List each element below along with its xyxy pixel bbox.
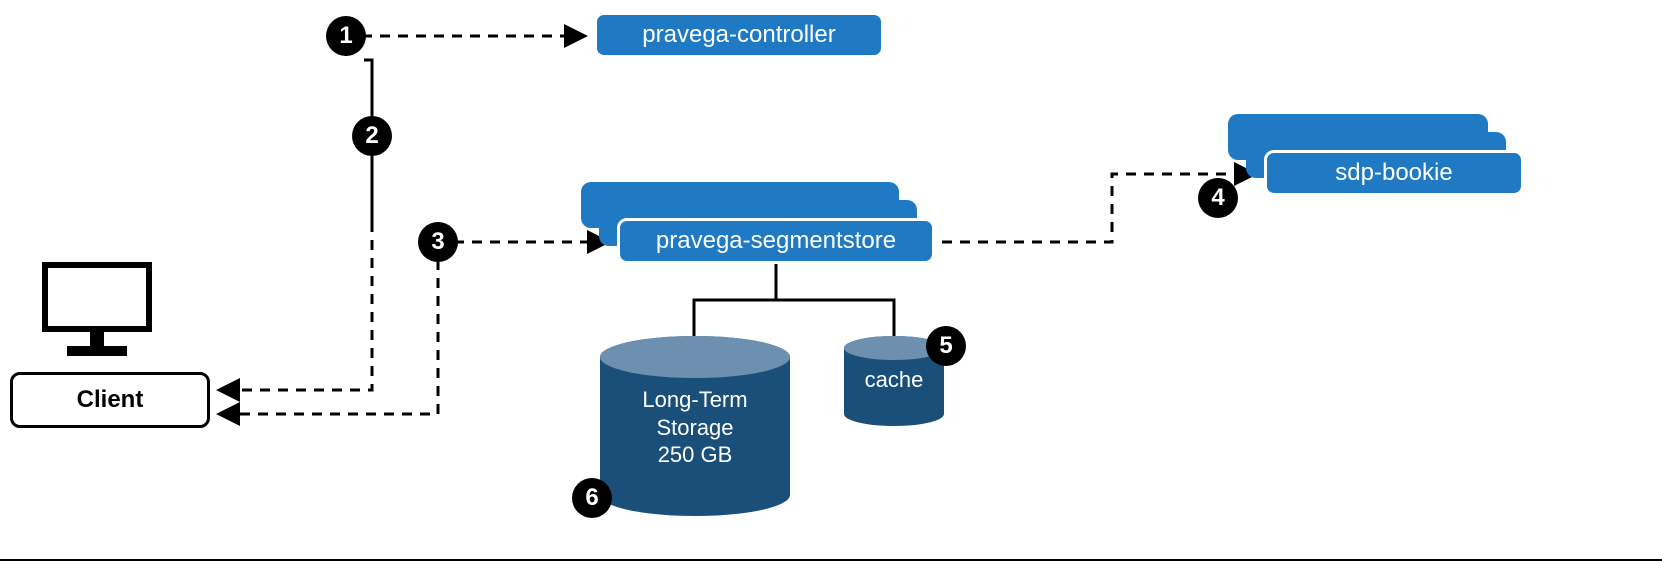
bottom-rule (0, 559, 1662, 561)
connector-seg-to-cache (776, 300, 894, 340)
connector-seg-to-lts (694, 264, 776, 340)
arrow-a3-right (438, 242, 607, 262)
cache-cyl-label: cache (844, 366, 944, 394)
segmentstore-box: pravega-segmentstore (617, 218, 935, 264)
lts-line-0: Long-Term (642, 387, 747, 412)
arrow-a2-down (220, 60, 372, 390)
bookie-box: sdp-bookie (1264, 150, 1524, 196)
cache-line-0: cache (865, 367, 924, 392)
bookie-label: sdp-bookie (1335, 159, 1452, 186)
lts-cyl-label: Long-Term Storage250 GB (600, 386, 790, 469)
step-1: 1 (326, 16, 366, 56)
lts-cylinder: Long-Term Storage250 GB (600, 336, 790, 516)
connections-layer (0, 0, 1662, 565)
client-box: Client (10, 372, 210, 428)
controller-box: pravega-controller (594, 12, 884, 58)
step-5: 5 (926, 326, 966, 366)
client-monitor-icon (42, 262, 152, 362)
arrow-a1 (346, 36, 584, 56)
client-label: Client (77, 386, 144, 413)
step-4: 4 (1198, 178, 1238, 218)
monitor-screen (42, 262, 152, 332)
step-2: 2 (352, 116, 392, 156)
step-3: 3 (418, 222, 458, 262)
segmentstore-label: pravega-segmentstore (656, 227, 896, 254)
step-6: 6 (572, 478, 612, 518)
monitor-neck (90, 332, 104, 346)
lts-line-1: Storage (656, 415, 733, 440)
monitor-base (67, 346, 127, 356)
controller-label: pravega-controller (642, 21, 835, 48)
lts-line-2: 250 GB (658, 442, 733, 467)
lts-cyl-top (600, 336, 790, 378)
arrow-a3-down (220, 242, 438, 414)
